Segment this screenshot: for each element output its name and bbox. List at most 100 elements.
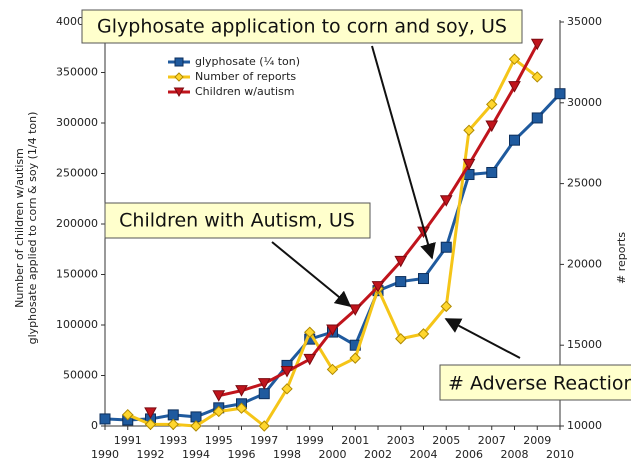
marker bbox=[554, 88, 566, 100]
marker bbox=[258, 420, 270, 432]
marker bbox=[167, 418, 179, 431]
x-tick-label: 2009 bbox=[523, 434, 551, 447]
y-tick-label: 300000 bbox=[56, 116, 98, 129]
x-tick-label: 2005 bbox=[432, 434, 460, 447]
x-tick-label: 2007 bbox=[478, 434, 506, 447]
marker bbox=[462, 158, 476, 171]
marker bbox=[190, 420, 202, 432]
callout: # Adverse Reactions bbox=[439, 318, 631, 401]
marker bbox=[531, 71, 543, 83]
axes: 0 50000 100000 150000 200000 250000 300000 3500… bbox=[56, 15, 602, 461]
marker bbox=[418, 273, 429, 285]
x-tick-label: 2006 bbox=[455, 448, 483, 461]
marker bbox=[394, 255, 408, 268]
marker bbox=[144, 418, 157, 431]
marker bbox=[235, 385, 248, 397]
y-axis-label: glyphosate applied to corn & soy (1/4 to… bbox=[26, 112, 39, 345]
y2-tick-label: 10000 bbox=[567, 419, 602, 432]
marker bbox=[122, 408, 134, 421]
marker bbox=[440, 241, 452, 253]
x-tick-label: 1995 bbox=[205, 434, 233, 447]
callout-box bbox=[439, 364, 631, 401]
callout: Glyphosate application to corn and soy, … bbox=[81, 9, 523, 260]
marker bbox=[213, 405, 225, 418]
legend-label: glyphosate (¼ ton) bbox=[195, 55, 300, 68]
marker bbox=[485, 120, 499, 133]
x-tick-label: 1994 bbox=[182, 448, 210, 461]
arrow bbox=[371, 45, 436, 260]
marker bbox=[531, 112, 543, 124]
y2-tick-label: 30000 bbox=[567, 96, 602, 109]
y-tick-label: 0 bbox=[91, 419, 98, 432]
marker bbox=[530, 38, 544, 51]
marker bbox=[258, 388, 270, 400]
marker bbox=[257, 378, 271, 390]
marker bbox=[417, 328, 430, 340]
marker bbox=[508, 81, 521, 93]
x-tick-label: 1999 bbox=[296, 434, 324, 447]
x-tick-label: 2010 bbox=[546, 448, 574, 461]
callout-box bbox=[104, 202, 371, 239]
marker bbox=[395, 276, 407, 288]
legend-marker bbox=[173, 87, 185, 98]
x-tick-label: 1990 bbox=[91, 448, 119, 461]
x-tick-label: 2003 bbox=[387, 434, 415, 447]
marker bbox=[349, 352, 361, 364]
arrow bbox=[444, 318, 521, 359]
x-tick-label: 1997 bbox=[250, 434, 278, 447]
y2-tick-label: 35000 bbox=[567, 15, 602, 28]
series bbox=[122, 53, 543, 432]
y2-tick-label: 25000 bbox=[567, 177, 602, 190]
legend: glyphosate (¼ ton) Number of reports Child… bbox=[168, 55, 300, 98]
marker bbox=[395, 333, 407, 345]
marker bbox=[99, 413, 111, 425]
legend-label: Children w/autism bbox=[195, 85, 295, 98]
y2-tick-label: 15000 bbox=[567, 338, 602, 351]
marker bbox=[486, 98, 498, 111]
marker bbox=[304, 326, 316, 338]
marker bbox=[439, 195, 453, 207]
marker bbox=[280, 365, 294, 378]
marker bbox=[212, 390, 226, 402]
x-tick-label: 2002 bbox=[364, 448, 392, 461]
y2-axis-label: # reports bbox=[615, 232, 628, 284]
legend-marker bbox=[174, 72, 184, 82]
x-tick-label: 1998 bbox=[273, 448, 301, 461]
y-tick-label: 50000 bbox=[63, 369, 98, 382]
callout-text: Glyphosate application to corn and soy, … bbox=[97, 16, 507, 38]
x-tick-label: 1991 bbox=[114, 434, 142, 447]
legend-label: Number of reports bbox=[195, 70, 296, 83]
callout-text: # Adverse Reactions bbox=[448, 373, 631, 395]
x-tick-label: 2004 bbox=[410, 448, 438, 461]
marker bbox=[508, 53, 521, 65]
plot bbox=[99, 38, 566, 432]
marker bbox=[167, 409, 179, 421]
y-tick-label: 250000 bbox=[56, 167, 98, 180]
marker bbox=[303, 353, 317, 366]
marker bbox=[509, 134, 520, 146]
marker bbox=[440, 300, 452, 313]
y-tick-label: 100000 bbox=[56, 318, 98, 331]
callout-text: Children with Autism, US bbox=[119, 210, 355, 232]
y2-tick-label: 20000 bbox=[567, 257, 602, 270]
marker bbox=[326, 363, 339, 376]
marker bbox=[463, 124, 475, 136]
y-axis-label: Number of children w/autism bbox=[13, 148, 26, 308]
marker bbox=[371, 281, 385, 293]
marker bbox=[281, 383, 293, 395]
legend-marker bbox=[174, 57, 184, 67]
arrow bbox=[271, 241, 352, 308]
x-tick-label: 2008 bbox=[501, 448, 529, 461]
x-tick-label: 2000 bbox=[319, 448, 347, 461]
y-tick-label: 150000 bbox=[56, 268, 98, 281]
y-tick-label: 350000 bbox=[56, 66, 98, 79]
x-tick-label: 1992 bbox=[137, 448, 165, 461]
marker bbox=[235, 402, 248, 414]
x-tick-label: 1993 bbox=[159, 434, 187, 447]
series bbox=[144, 38, 544, 419]
marker bbox=[144, 407, 157, 419]
callout: Children with Autism, US bbox=[104, 202, 371, 308]
y-tick-label: 200000 bbox=[56, 217, 98, 230]
marker bbox=[326, 324, 339, 337]
x-tick-label: 1996 bbox=[228, 448, 256, 461]
